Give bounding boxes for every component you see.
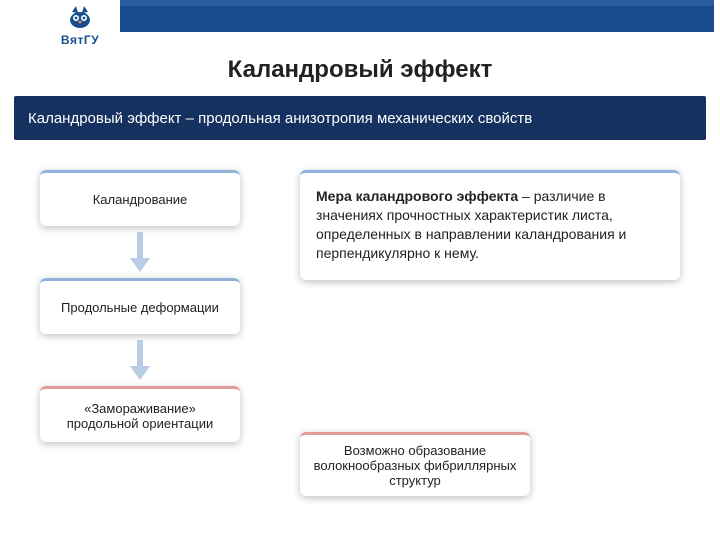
header-bar <box>120 6 714 32</box>
flow-step-3: «Замораживание» продольной ориентации <box>40 386 240 442</box>
flow-column: Каландрование Продольные деформации «Зам… <box>40 170 240 442</box>
logo-text: ВятГУ <box>40 33 120 47</box>
arrow-down-icon <box>130 340 150 380</box>
logo: ВятГУ <box>40 4 120 47</box>
owl-icon <box>60 4 100 28</box>
flow-step-2-label: Продольные деформации <box>61 300 219 315</box>
definition-band: Каландровый эффект – продольная анизотро… <box>14 96 706 140</box>
definition-text: Каландровый эффект – продольная анизотро… <box>28 110 532 127</box>
result-text: Возможно образование волокнообразных фиб… <box>312 443 518 488</box>
flow-step-1-label: Каландрование <box>93 192 188 207</box>
flow-step-3-label: «Замораживание» продольной ориентации <box>52 401 228 431</box>
page-title: Каландровый эффект <box>0 56 720 84</box>
arrow-down-icon <box>130 232 150 272</box>
description-box: Мера каландрового эффекта – различие в з… <box>300 170 680 280</box>
result-box: Возможно образование волокнообразных фиб… <box>300 432 530 496</box>
flow-step-1: Каландрование <box>40 170 240 226</box>
flow-step-2: Продольные деформации <box>40 278 240 334</box>
description-bold: Мера каландрового эффекта <box>316 188 518 204</box>
